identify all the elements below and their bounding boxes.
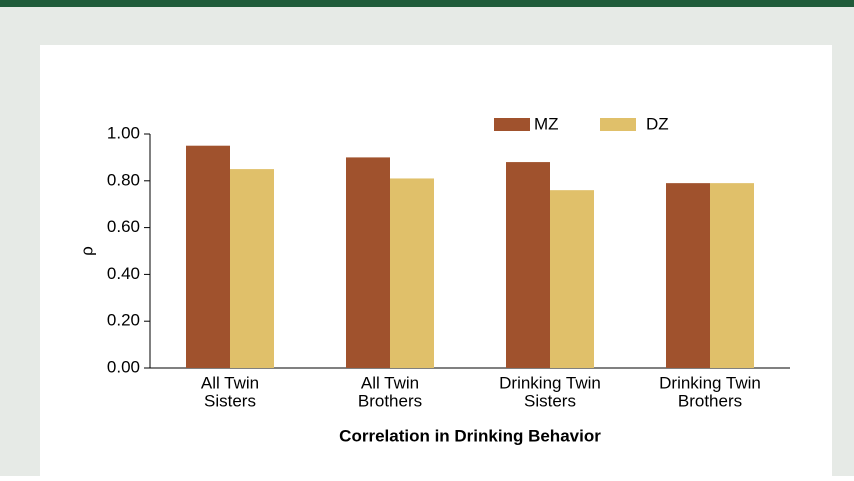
x-tick-label: Sisters [524,391,576,410]
legend-label: DZ [646,114,669,133]
x-tick-label: Drinking Twin [659,373,761,392]
x-tick-label: Sisters [204,391,256,410]
legend-swatch [600,118,636,131]
legend-label: MZ [534,114,559,133]
bar [230,169,274,368]
bar [186,145,230,368]
bar [666,183,710,368]
x-tick-label: Drinking Twin [499,373,601,392]
y-axis-label: ρ [77,246,96,256]
x-tick-label: Brothers [678,391,742,410]
top-bar [0,0,854,7]
bar [346,157,390,368]
y-tick-label: 1.00 [107,123,140,142]
bar [390,178,434,368]
x-axis-label: Correlation in Drinking Behavior [339,426,601,445]
y-tick-label: 0.60 [107,217,140,236]
bar [710,183,754,368]
bar [550,190,594,368]
legend-swatch [494,118,530,131]
y-tick-label: 0.40 [107,264,140,283]
x-tick-label: Brothers [358,391,422,410]
bar [506,162,550,368]
x-tick-label: All Twin [201,373,259,392]
x-tick-label: All Twin [361,373,419,392]
y-tick-label: 0.20 [107,311,140,330]
y-tick-label: 0.00 [107,357,140,376]
y-tick-label: 0.80 [107,170,140,189]
